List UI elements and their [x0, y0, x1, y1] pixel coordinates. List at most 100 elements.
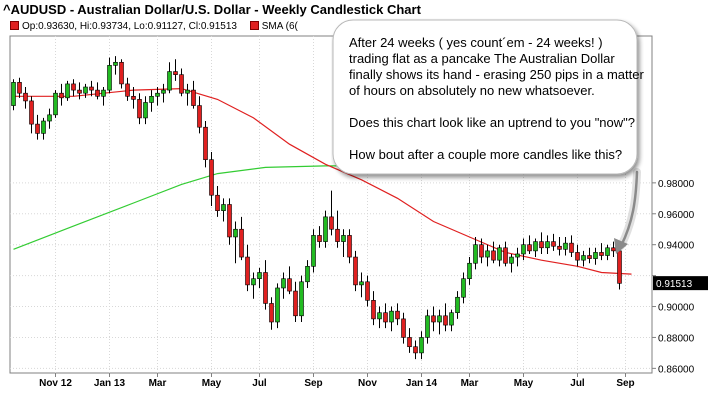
candle-body	[575, 252, 580, 261]
candle-body	[275, 287, 280, 323]
candle-body	[35, 123, 40, 134]
candle-body	[551, 241, 556, 247]
candle-up	[149, 90, 154, 112]
candle-up	[593, 247, 598, 265]
sma-short-line	[13, 87, 632, 275]
callout-arrow	[614, 168, 641, 254]
candle-down	[383, 303, 388, 329]
candle-up	[83, 83, 88, 98]
y-tick-label: 0.98000	[658, 179, 695, 190]
candle-down	[569, 235, 574, 258]
chart-title: ^AUDUSD - Australian Dollar/U.S. Dollar …	[3, 2, 421, 17]
candle-down	[137, 93, 142, 125]
x-tick-label: Jan 13	[94, 378, 126, 389]
candle-body	[197, 105, 202, 128]
candle-up	[581, 250, 586, 267]
candle-body	[329, 216, 334, 230]
candle-body	[173, 71, 178, 75]
candle-body	[323, 216, 328, 242]
candle-up	[161, 83, 166, 103]
candle-body	[149, 95, 154, 103]
candle-down	[551, 233, 556, 251]
candle-body	[305, 266, 310, 283]
candle-up	[143, 96, 148, 125]
candle-down	[245, 244, 250, 292]
candle-body	[191, 89, 196, 106]
candle-down	[131, 87, 136, 109]
candle-body	[359, 281, 364, 286]
candle-body	[161, 89, 166, 94]
candle-body	[167, 71, 172, 91]
candle-body	[341, 235, 346, 242]
candle-up	[467, 257, 472, 285]
candle-body	[89, 86, 94, 91]
candle-body	[419, 337, 424, 354]
candle-up	[53, 90, 58, 118]
candle-up	[305, 260, 310, 288]
candle-body	[95, 89, 100, 97]
candle-body	[527, 244, 532, 252]
candle-up	[101, 87, 106, 106]
candle-body	[17, 82, 22, 94]
candle-body	[425, 315, 430, 338]
candle-body	[119, 61, 124, 85]
candle-body	[311, 235, 316, 267]
y-tick-label: 0.96000	[658, 210, 695, 221]
candle-up	[65, 80, 70, 101]
x-tick-label: Nov	[358, 378, 377, 389]
candle-body	[65, 83, 70, 99]
candle-up	[233, 221, 238, 264]
candle-up	[485, 244, 490, 267]
candle-up	[341, 229, 346, 258]
callout-paragraph-2: Does this chart look like an uptrend to …	[349, 115, 635, 130]
candle-body	[185, 89, 190, 94]
y-tick-label: 0.88000	[658, 333, 695, 344]
candle-up	[359, 272, 364, 298]
candle-body	[533, 241, 538, 252]
candle-body	[251, 278, 256, 286]
x-tick-label: Sep	[304, 378, 322, 389]
candle-down	[119, 59, 124, 89]
candle-down	[443, 303, 448, 332]
candle-up	[185, 83, 190, 106]
candle-body	[563, 242, 568, 250]
candle-body	[137, 99, 142, 119]
candle-body	[413, 346, 418, 354]
callout-paragraph-3: How bout after a couple more candles lik…	[349, 147, 623, 162]
candle-up	[425, 309, 430, 344]
candle-body	[587, 255, 592, 259]
y-tick-label: 0.86000	[658, 364, 695, 375]
x-axis: Nov 12 Jan 13 Mar May Jul Sep Nov Jan 14 Mar May J…	[39, 373, 635, 389]
chart-legend: Op:0.93630, Hi:0.93734, Lo:0.91127, Cl:0…	[10, 21, 298, 35]
candle-up	[275, 283, 280, 329]
candle-body	[377, 312, 382, 320]
candle-body	[101, 89, 106, 97]
candle-up	[299, 275, 304, 322]
candle-body	[509, 256, 514, 264]
candle-up	[473, 236, 478, 270]
candle-down	[503, 241, 508, 267]
candle-up	[377, 306, 382, 329]
candle-body	[125, 83, 130, 97]
candle-body	[53, 92, 58, 116]
candle-up	[41, 117, 46, 140]
candle-up	[497, 244, 502, 267]
candle-down	[191, 80, 196, 109]
sma-legend-label: SMA (6(	[261, 21, 298, 32]
candle-body	[209, 159, 214, 196]
candle-body	[263, 272, 268, 304]
candle-body	[107, 65, 112, 91]
candle-down	[227, 198, 232, 245]
candle-body	[515, 253, 520, 258]
candle-down	[35, 114, 40, 140]
candle-body	[299, 281, 304, 317]
candle-down	[17, 77, 22, 98]
candle-body	[227, 204, 232, 238]
candle-body	[281, 278, 286, 289]
candle-down	[95, 82, 100, 100]
candle-up	[437, 309, 442, 335]
candle-body	[11, 82, 16, 106]
candle-body	[467, 262, 472, 280]
candle-body	[371, 300, 376, 320]
